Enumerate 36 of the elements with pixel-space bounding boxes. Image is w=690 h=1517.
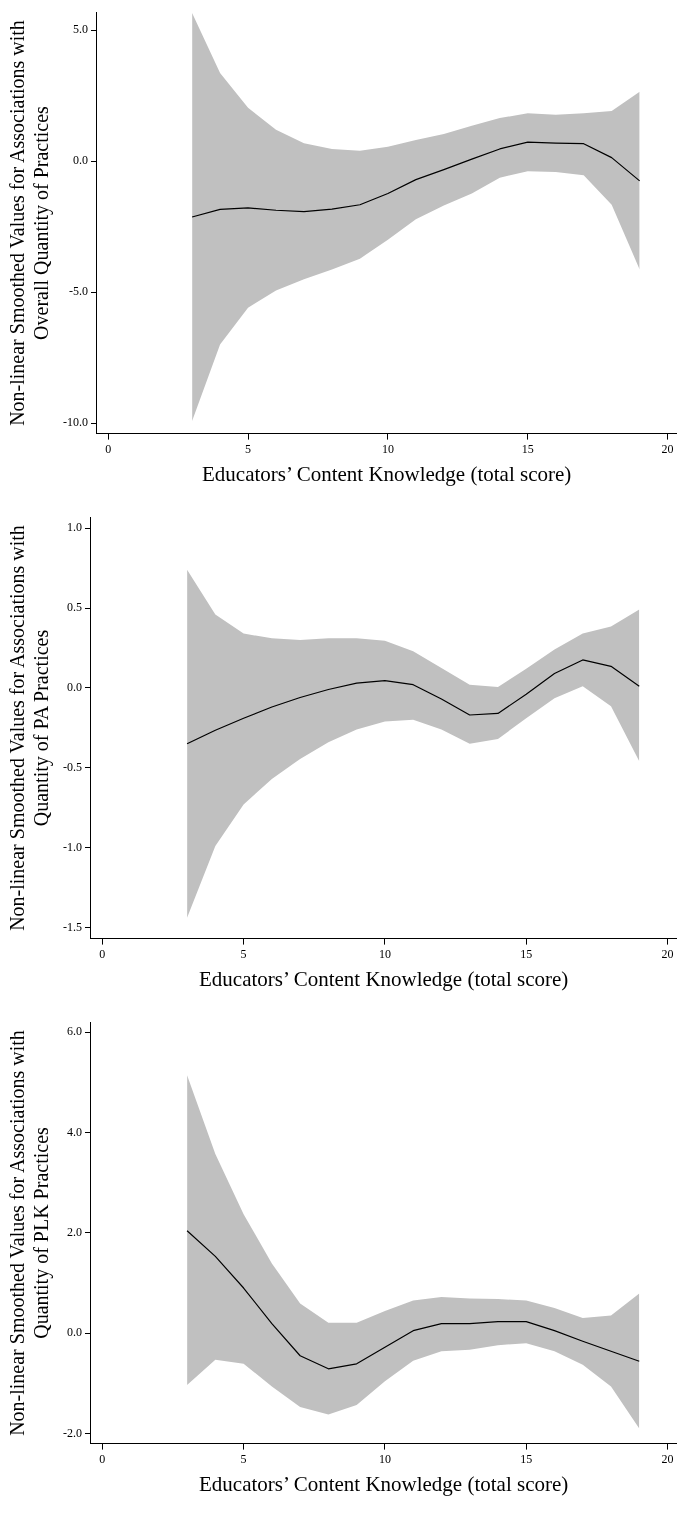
x-tick-label: 5 <box>245 441 252 456</box>
y-axis-title: Non-linear Smoothed Values for Associations with Quantity of PLK Practices <box>5 1028 54 1438</box>
x-tick-label: 10 <box>381 441 394 456</box>
y-tick-label: 6.0 <box>67 1024 82 1039</box>
x-tick-label: 20 <box>661 441 674 456</box>
x-tick-label: 5 <box>240 946 247 961</box>
y-tick-label: -5.0 <box>69 284 88 299</box>
y-tick-label: 0.0 <box>73 153 88 168</box>
x-tick-label: 5 <box>240 1451 247 1466</box>
x-tick-label: 15 <box>521 441 534 456</box>
x-tick-label: 0 <box>99 946 106 961</box>
x-tick-label: 15 <box>520 946 533 961</box>
x-axis-title: Educators’ Content Knowledge (total score) <box>198 1472 569 1497</box>
y-tick-label: -10.0 <box>63 415 88 430</box>
y-axis-title: Non-linear Smoothed Values for Associations with Quantity of PA Practices <box>5 523 54 933</box>
y-tick-label: 0.5 <box>67 600 82 615</box>
y-tick-label: 0.0 <box>67 1325 82 1340</box>
y-tick-label: 5.0 <box>73 22 88 37</box>
y-tick-label: 1.0 <box>67 520 82 535</box>
y-tick-label: -0.5 <box>63 759 82 774</box>
x-tick-label: 10 <box>378 1451 391 1466</box>
y-tick-label: -2.0 <box>63 1425 82 1440</box>
y-tick-label: -1.0 <box>63 839 82 854</box>
x-axis-title: Educators’ Content Knowledge (total score) <box>198 967 569 992</box>
x-tick-label: 15 <box>520 1451 533 1466</box>
y-tick-label: 2.0 <box>67 1224 82 1239</box>
x-axis-title: Educators’ Content Knowledge (total score) <box>201 462 572 487</box>
y-tick-label: 0.0 <box>67 680 82 695</box>
y-axis-title: Non-linear Smoothed Values for Associations with Overall Quantity of Practices <box>5 18 54 428</box>
x-tick-label: 20 <box>661 946 674 961</box>
x-tick-label: 10 <box>378 946 391 961</box>
x-tick-label: 0 <box>99 1451 106 1466</box>
x-tick-label: 0 <box>105 441 112 456</box>
y-tick-label: 4.0 <box>67 1124 82 1139</box>
x-tick-label: 20 <box>661 1451 674 1466</box>
y-tick-label: -1.5 <box>63 919 82 934</box>
